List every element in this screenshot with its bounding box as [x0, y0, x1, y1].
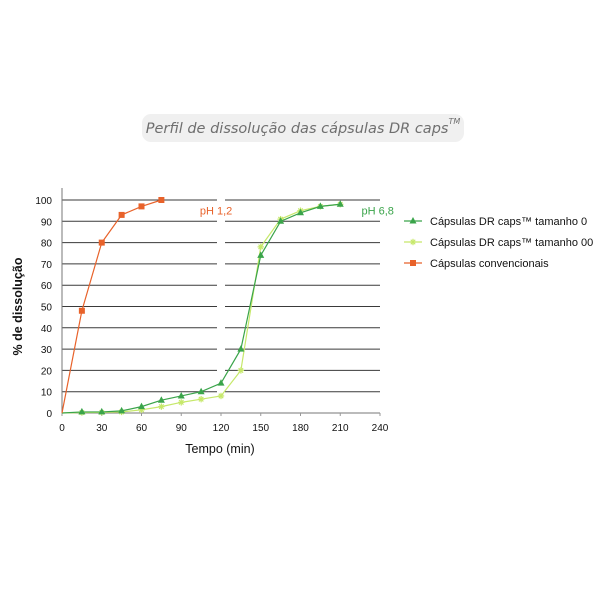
x-axis-label: Tempo (min) [185, 442, 254, 456]
series-0 [61, 200, 344, 415]
data-point [237, 367, 245, 374]
data-point [197, 395, 205, 403]
x-tick-label: 150 [252, 423, 269, 434]
y-tick-label: 40 [41, 324, 53, 335]
data-point [277, 217, 285, 224]
x-tick-label: 120 [213, 423, 230, 434]
data-point [98, 239, 105, 246]
legend-label: Cápsulas DR caps™ tamanho 0 [430, 216, 587, 228]
data-point [197, 387, 205, 395]
tick-labels: 0 10 20 30 40 50 60 70 80 90 100 0 30 60 90 120 150 180 21… [35, 196, 388, 434]
data-point [158, 403, 165, 410]
y-axis-label: % de dissolução [11, 257, 25, 355]
data-point [217, 392, 225, 400]
y-tick-label: 70 [41, 260, 53, 271]
data-point [237, 345, 245, 352]
data-point [158, 197, 165, 203]
x-tick-label: 90 [176, 423, 188, 434]
data-point [98, 407, 106, 415]
y-tick-label: 20 [41, 366, 53, 377]
x-tick-label: 60 [136, 423, 148, 434]
x-tick-label: 180 [292, 423, 309, 434]
data-point [118, 406, 126, 414]
y-tick-label: 10 [41, 388, 53, 399]
legend-item: Cápsulas DR caps™ tamanho 0 [404, 216, 587, 228]
series-line [61, 199, 162, 414]
chart-title-superscript: TM [448, 116, 461, 126]
data-point [178, 399, 185, 406]
x-tick-label: 210 [332, 423, 349, 434]
data-point [118, 211, 125, 218]
data-point [297, 208, 304, 216]
y-tick-label: 80 [41, 239, 53, 250]
y-tick-label: 30 [41, 345, 53, 356]
x-tick-label: 0 [59, 423, 65, 434]
annotations: pH 1,2 pH 6,8 [200, 206, 394, 218]
data-point [217, 379, 225, 386]
annotation-label: pH 6,8 [362, 206, 394, 218]
grid-lines [62, 199, 380, 393]
x-tick-label: 30 [96, 423, 108, 434]
legend: Cápsulas DR caps™ tamanho 0 Cápsulas DR c… [404, 216, 593, 270]
data-point [409, 238, 417, 246]
data-point [316, 202, 324, 209]
chart-title-text: Perfil de dissolução das cápsulas DR cap… [145, 120, 449, 137]
data-point [78, 407, 86, 415]
chart-title: Perfil de dissolução das cápsulas DR cap… [142, 114, 464, 142]
y-tick-label: 0 [46, 409, 52, 420]
legend-item: Cápsulas convencionais [404, 258, 549, 270]
data-point [177, 391, 185, 399]
data-point [257, 251, 265, 258]
y-tick-label: 50 [41, 303, 53, 314]
data-point [78, 307, 85, 314]
series-1 [61, 201, 344, 416]
axis-labels: Tempo (min) % de dissolução [11, 257, 255, 456]
legend-label: Cápsulas convencionais [430, 258, 549, 270]
x-tick-label: 240 [372, 423, 389, 434]
data-point [257, 243, 264, 251]
data-point [138, 402, 145, 410]
annotation-label: pH 1,2 [200, 206, 232, 218]
series-2 [61, 197, 165, 414]
legend-label: Cápsulas DR caps™ tamanho 00 [430, 237, 593, 249]
y-tick-label: 90 [41, 217, 53, 228]
y-tick-label: 100 [35, 196, 52, 207]
data-point [409, 217, 417, 224]
data-point [138, 203, 145, 210]
data-point [410, 260, 416, 266]
data-point [157, 396, 165, 403]
series-line [61, 203, 341, 414]
data-point [336, 200, 344, 207]
series-line [61, 203, 341, 414]
y-tick-label: 60 [41, 281, 53, 292]
series-layer [61, 197, 344, 416]
legend-item: Cápsulas DR caps™ tamanho 00 [404, 237, 593, 249]
